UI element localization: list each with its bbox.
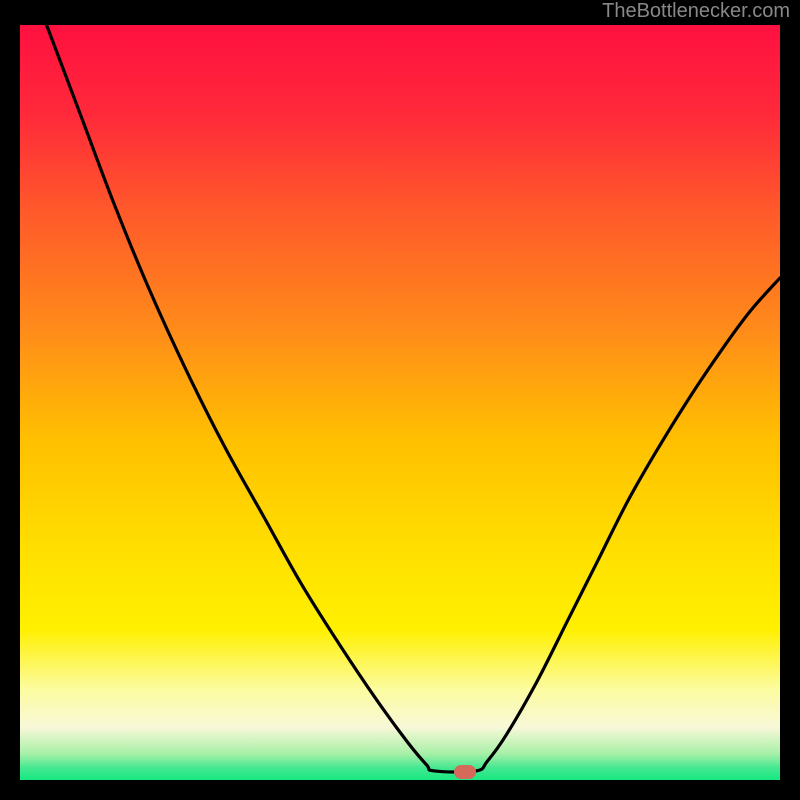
chart-container: TheBottlenecker.com xyxy=(0,0,800,800)
gradient-background xyxy=(20,25,780,780)
source-label: TheBottlenecker.com xyxy=(602,0,790,23)
plot-svg xyxy=(20,25,780,780)
plot-area xyxy=(20,25,780,780)
optimal-point-marker xyxy=(454,765,476,779)
